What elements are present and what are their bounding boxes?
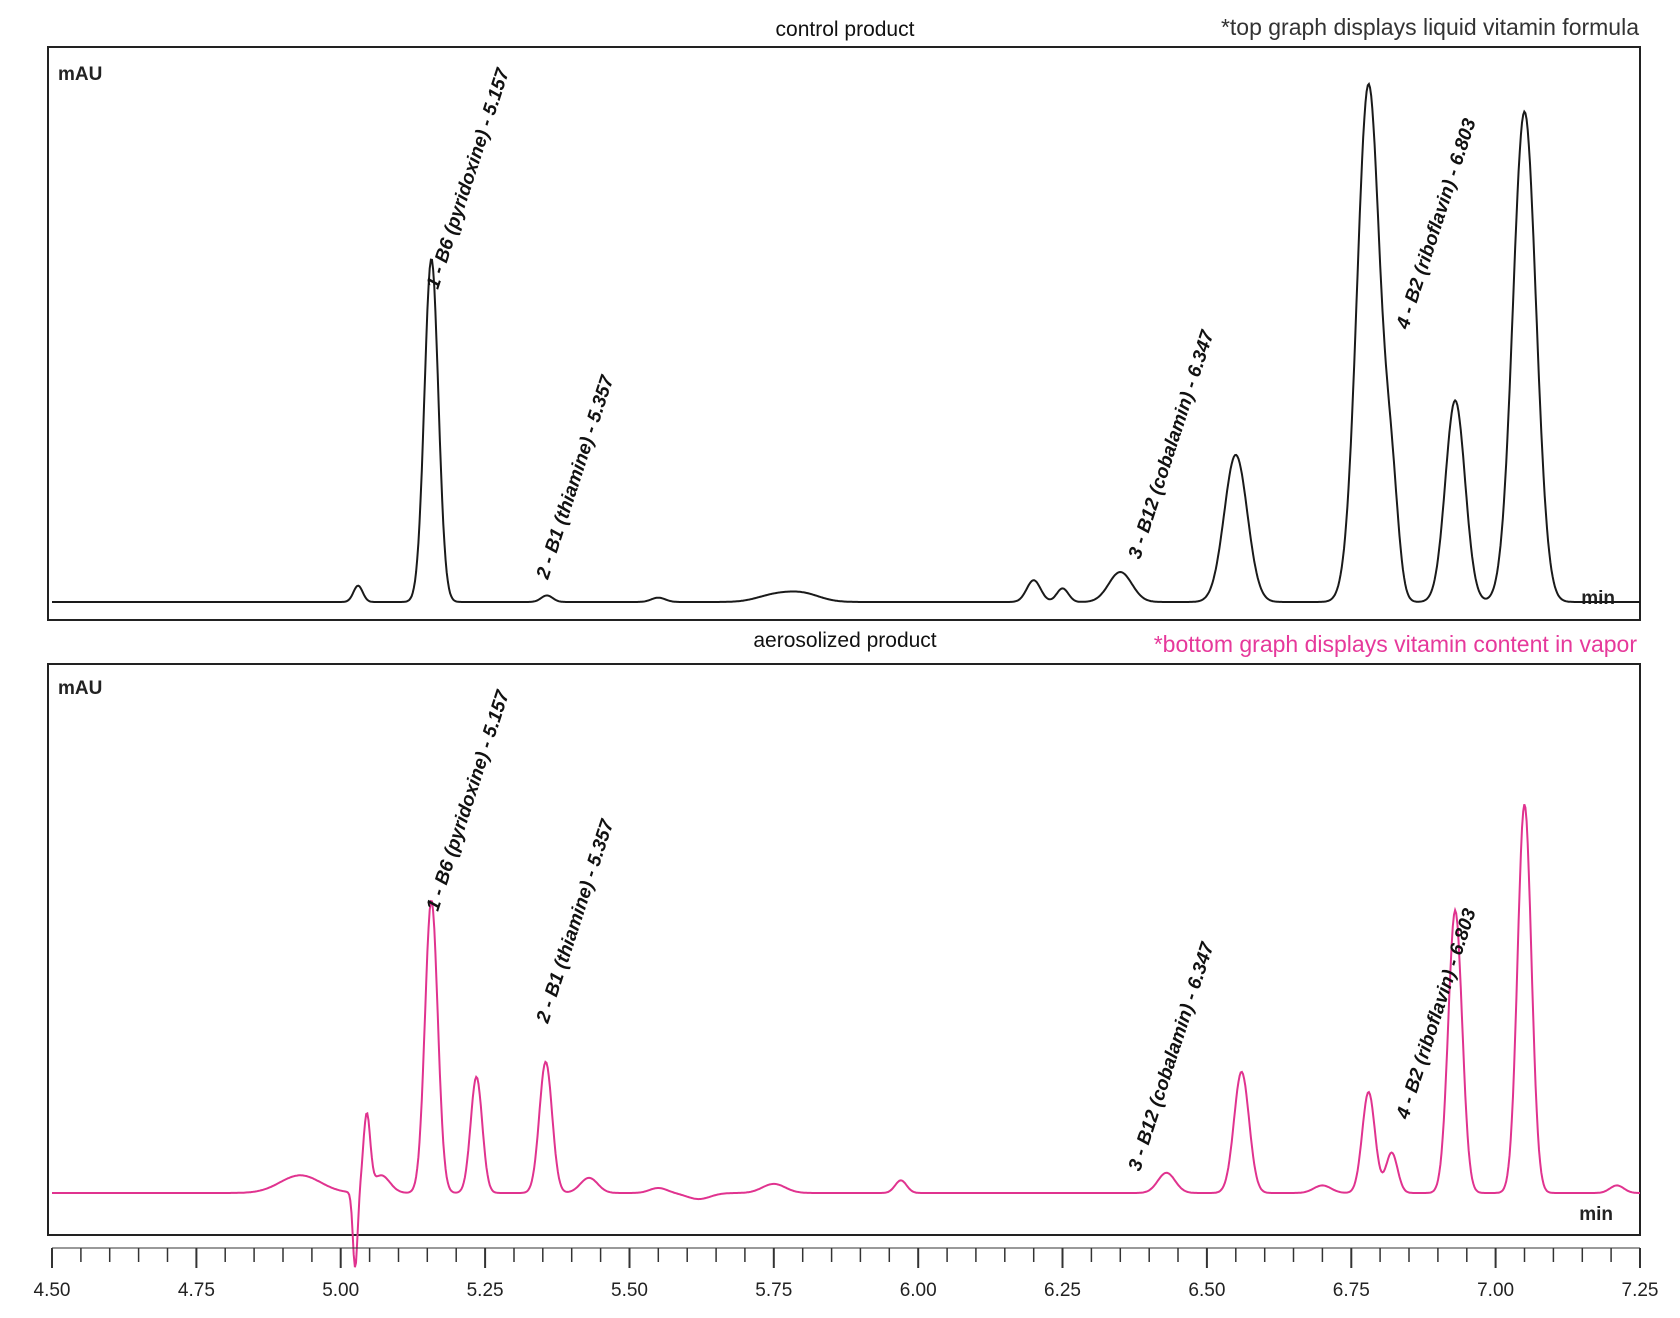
x-tick-label: 6.25 bbox=[1044, 1280, 1081, 1301]
top-panel-annotation: *top graph displays liquid vitamin formu… bbox=[1221, 14, 1639, 40]
bottom-x-unit: min bbox=[1579, 1204, 1613, 1225]
time-axis: 4.50 4.75 5.00 5.25 5.50 5.75 6.00 6.25 6.50 6.75… bbox=[34, 1247, 1659, 1301]
x-tick-label: 5.25 bbox=[467, 1280, 504, 1301]
x-tick-label: 6.00 bbox=[900, 1280, 937, 1301]
bottom-plot-frame bbox=[47, 663, 1641, 1236]
bottom-peak-label-1: 1 - B6 (pyridoxine) - 5.157 bbox=[423, 687, 515, 914]
bottom-panel-annotation: *bottom graph displays vitamin content i… bbox=[1154, 631, 1638, 657]
x-tick-label: 5.00 bbox=[322, 1280, 359, 1301]
top-y-unit: mAU bbox=[58, 64, 102, 85]
top-plot-frame bbox=[47, 46, 1641, 621]
top-peak-label-2: 2 - B1 (thiamine) - 5.357 bbox=[532, 372, 618, 583]
x-tick-label: 7.00 bbox=[1477, 1280, 1514, 1301]
top-panel: control product *top graph displays liqu… bbox=[47, 14, 1641, 621]
x-tick-label: 6.50 bbox=[1188, 1280, 1225, 1301]
top-x-unit: min bbox=[1581, 588, 1615, 609]
top-panel-title: control product bbox=[776, 18, 915, 41]
bottom-chromatogram-trace bbox=[52, 803, 1640, 1268]
bottom-panel: aerosolized product *bottom graph displa… bbox=[47, 629, 1641, 1268]
top-peak-label-1: 1 - B6 (pyridoxine) - 5.157 bbox=[423, 65, 515, 292]
top-peak-label-4: 4 - B2 (riboflavin) - 6.803 bbox=[1392, 116, 1480, 333]
top-peak-label-3: 3 - B12 (cobalamin) - 6.347 bbox=[1125, 327, 1219, 562]
x-tick-label: 7.25 bbox=[1622, 1280, 1659, 1301]
x-tick-label: 4.75 bbox=[178, 1280, 215, 1301]
bottom-peak-label-4: 4 - B2 (riboflavin) - 6.803 bbox=[1392, 906, 1480, 1123]
bottom-panel-title: aerosolized product bbox=[753, 629, 936, 652]
bottom-y-unit: mAU bbox=[58, 678, 102, 699]
top-chromatogram-trace bbox=[52, 81, 1640, 603]
x-tick-label: 6.75 bbox=[1333, 1280, 1370, 1301]
x-tick-label: 5.75 bbox=[755, 1280, 792, 1301]
bottom-peak-label-3: 3 - B12 (cobalamin) - 6.347 bbox=[1125, 939, 1219, 1174]
x-tick-label: 5.50 bbox=[611, 1280, 648, 1301]
x-tick-label: 4.50 bbox=[34, 1280, 71, 1301]
bottom-peak-label-2: 2 - B1 (thiamine) - 5.357 bbox=[532, 816, 618, 1027]
